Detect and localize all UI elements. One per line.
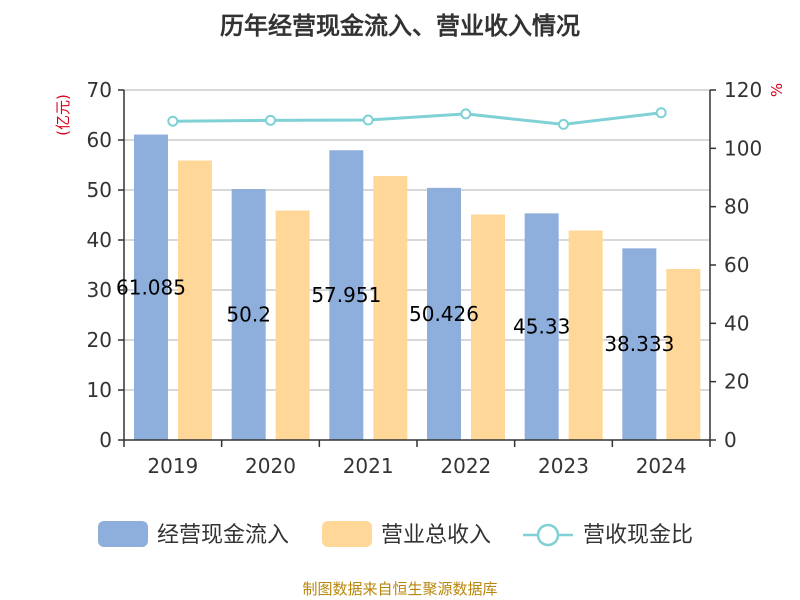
right-tick-label: 100 bbox=[724, 136, 762, 160]
bar-revenue-2020 bbox=[275, 210, 310, 440]
legend-swatch-revenue bbox=[322, 521, 372, 547]
grid-lines bbox=[124, 89, 710, 391]
axes: 0 10 20 30 40 50 60 70 0 20 40 60 80 100 120 2019 2020 20… bbox=[87, 78, 763, 478]
x-tick-label-2020: 2020 bbox=[245, 454, 296, 478]
bar-revenue-2021 bbox=[373, 176, 408, 440]
data-label-cash-inflow-2023: 45.33 bbox=[513, 315, 570, 339]
bar-cash-inflow-2019 bbox=[134, 134, 168, 440]
left-tick-label: 10 bbox=[87, 378, 112, 402]
data-label-cash-inflow-2020: 50.2 bbox=[226, 303, 271, 327]
ratio-point-2022 bbox=[460, 108, 472, 120]
left-axis-unit: (亿元) bbox=[54, 94, 72, 136]
ratio-point-2019 bbox=[167, 115, 179, 127]
ratio-point-2020 bbox=[265, 114, 276, 126]
left-tick-label: 30 bbox=[87, 278, 112, 302]
source-note: 制图数据来自恒生聚源数据库 bbox=[302, 580, 497, 598]
right-tick-label: 40 bbox=[724, 311, 749, 335]
ratio-point-2024 bbox=[655, 107, 667, 119]
bar-cash-inflow-2022 bbox=[427, 187, 461, 440]
bar-revenue-2022 bbox=[471, 214, 505, 440]
data-label-cash-inflow-2019: 61.085 bbox=[116, 275, 186, 299]
bar-revenue-2019 bbox=[178, 160, 212, 440]
data-label-cash-inflow-2022: 50.426 bbox=[409, 302, 479, 326]
legend-label-revenue: 营业总收入 bbox=[381, 523, 491, 548]
ratio-point-2021 bbox=[362, 114, 374, 126]
line-series bbox=[167, 107, 667, 130]
bars bbox=[134, 134, 701, 440]
right-tick-label: 120 bbox=[724, 78, 762, 102]
right-tick-label: 20 bbox=[724, 370, 749, 394]
ratio-point-2023 bbox=[558, 118, 569, 130]
legend-label-cash-inflow: 经营现金流入 bbox=[157, 523, 289, 548]
right-tick-label: 80 bbox=[724, 195, 749, 219]
right-tick-label: 60 bbox=[724, 253, 749, 277]
bar-revenue-2024 bbox=[666, 269, 701, 440]
right-tick-label: 0 bbox=[724, 428, 737, 452]
left-tick-label: 0 bbox=[99, 428, 112, 452]
bar-revenue-2023 bbox=[568, 230, 603, 440]
data-label-cash-inflow-2021: 57.951 bbox=[311, 283, 381, 307]
bar-cash-inflow-2021 bbox=[329, 150, 364, 440]
chart-title: 历年经营现金流入、营业收入情况 bbox=[220, 12, 580, 40]
legend-label-ratio: 营收现金比 bbox=[583, 523, 693, 548]
right-axis-unit: % bbox=[768, 83, 786, 97]
ratio-line bbox=[172, 111, 662, 126]
data-label-cash-inflow-2024: 38.333 bbox=[604, 332, 674, 356]
x-tick-label-2019: 2019 bbox=[147, 454, 198, 478]
left-tick-label: 70 bbox=[87, 78, 112, 102]
data-labels: 61.085 50.2 57.951 50.426 45.33 38.333 bbox=[116, 275, 674, 356]
left-tick-label: 50 bbox=[87, 178, 112, 202]
bar-cash-inflow-2023 bbox=[524, 213, 559, 440]
bar-cash-inflow-2020 bbox=[231, 189, 266, 440]
legend-marker-ratio bbox=[536, 523, 560, 547]
x-tick-label-2024: 2024 bbox=[636, 454, 687, 478]
x-tick-label-2023: 2023 bbox=[538, 454, 589, 478]
bar-cash-inflow-2024 bbox=[622, 248, 657, 440]
x-tick-label-2021: 2021 bbox=[343, 454, 394, 478]
x-tick-label-2022: 2022 bbox=[440, 454, 491, 478]
left-tick-label: 20 bbox=[87, 328, 112, 352]
legend-swatch-cash-inflow bbox=[98, 521, 148, 547]
legend: 经营现金流入 营业总收入 营收现金比 bbox=[98, 521, 693, 548]
left-tick-label: 40 bbox=[87, 228, 112, 252]
left-tick-label: 60 bbox=[87, 128, 112, 152]
